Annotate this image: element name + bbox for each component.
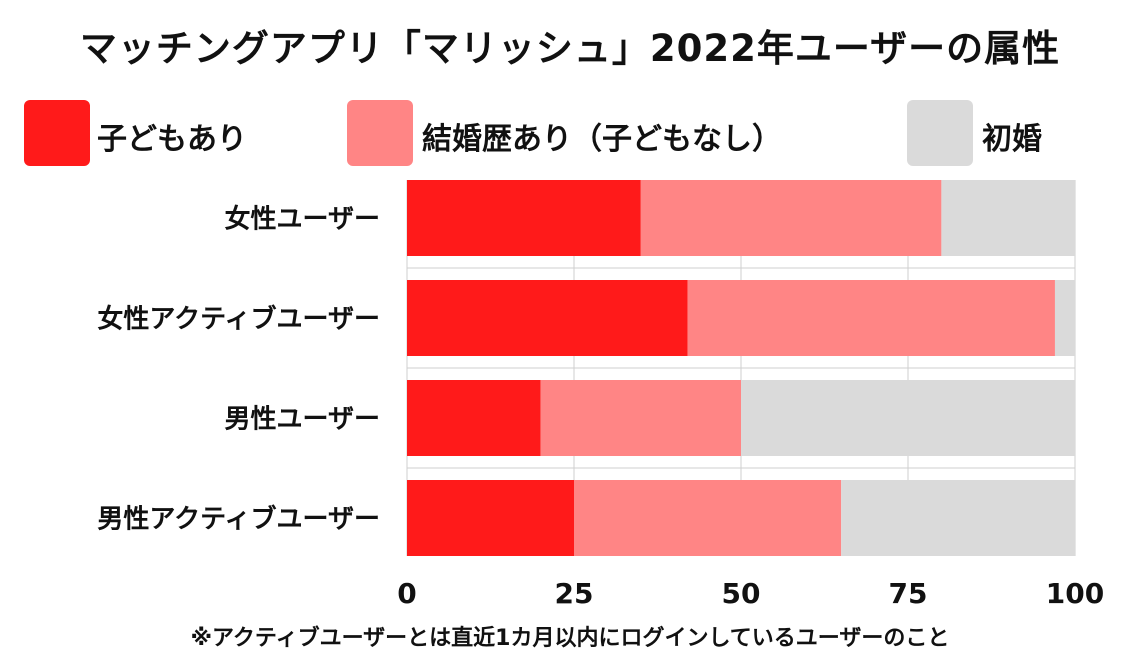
bar-segment xyxy=(1054,280,1075,356)
bar-segment xyxy=(540,380,741,456)
legend-swatch-first-marriage xyxy=(907,100,973,166)
x-tick-label: 0 xyxy=(397,577,416,610)
bar-segment xyxy=(941,180,1075,256)
bar-segment xyxy=(407,380,541,456)
category-label: 女性ユーザー xyxy=(225,204,380,235)
legend-label-divorced-no-children: 結婚歴あり（子どもなし） xyxy=(422,122,782,157)
x-tick-label: 25 xyxy=(555,577,594,610)
legend-swatch-with-children xyxy=(24,100,90,166)
x-tick-label: 75 xyxy=(889,577,928,610)
bar-segment xyxy=(407,480,574,556)
category-label: 女性アクティブユーザー xyxy=(97,304,380,335)
legend-swatch-divorced-no-children xyxy=(347,100,413,166)
category-label: 男性ユーザー xyxy=(225,405,380,435)
x-tick-label: 50 xyxy=(722,577,761,610)
legend-label-first-marriage: 初婚 xyxy=(982,122,1042,157)
bar-segment xyxy=(687,280,1055,356)
chart-title: マッチングアプリ「マリッシュ」2022年ユーザーの属性 xyxy=(79,27,1061,70)
bar-segment xyxy=(841,480,1075,556)
footnote: ※アクティブユーザーとは直近1カ月以内にログインしているユーザーのこと xyxy=(190,626,950,651)
category-label: 男性アクティブユーザー xyxy=(97,504,380,535)
bar-segment xyxy=(407,280,688,356)
bar-segment xyxy=(574,480,842,556)
bar-segment xyxy=(741,380,1075,456)
bar-segment xyxy=(640,180,942,256)
x-tick-label: 100 xyxy=(1046,577,1104,610)
bar-segment xyxy=(407,180,641,256)
legend-label-with-children: 子どもあり xyxy=(97,122,247,157)
